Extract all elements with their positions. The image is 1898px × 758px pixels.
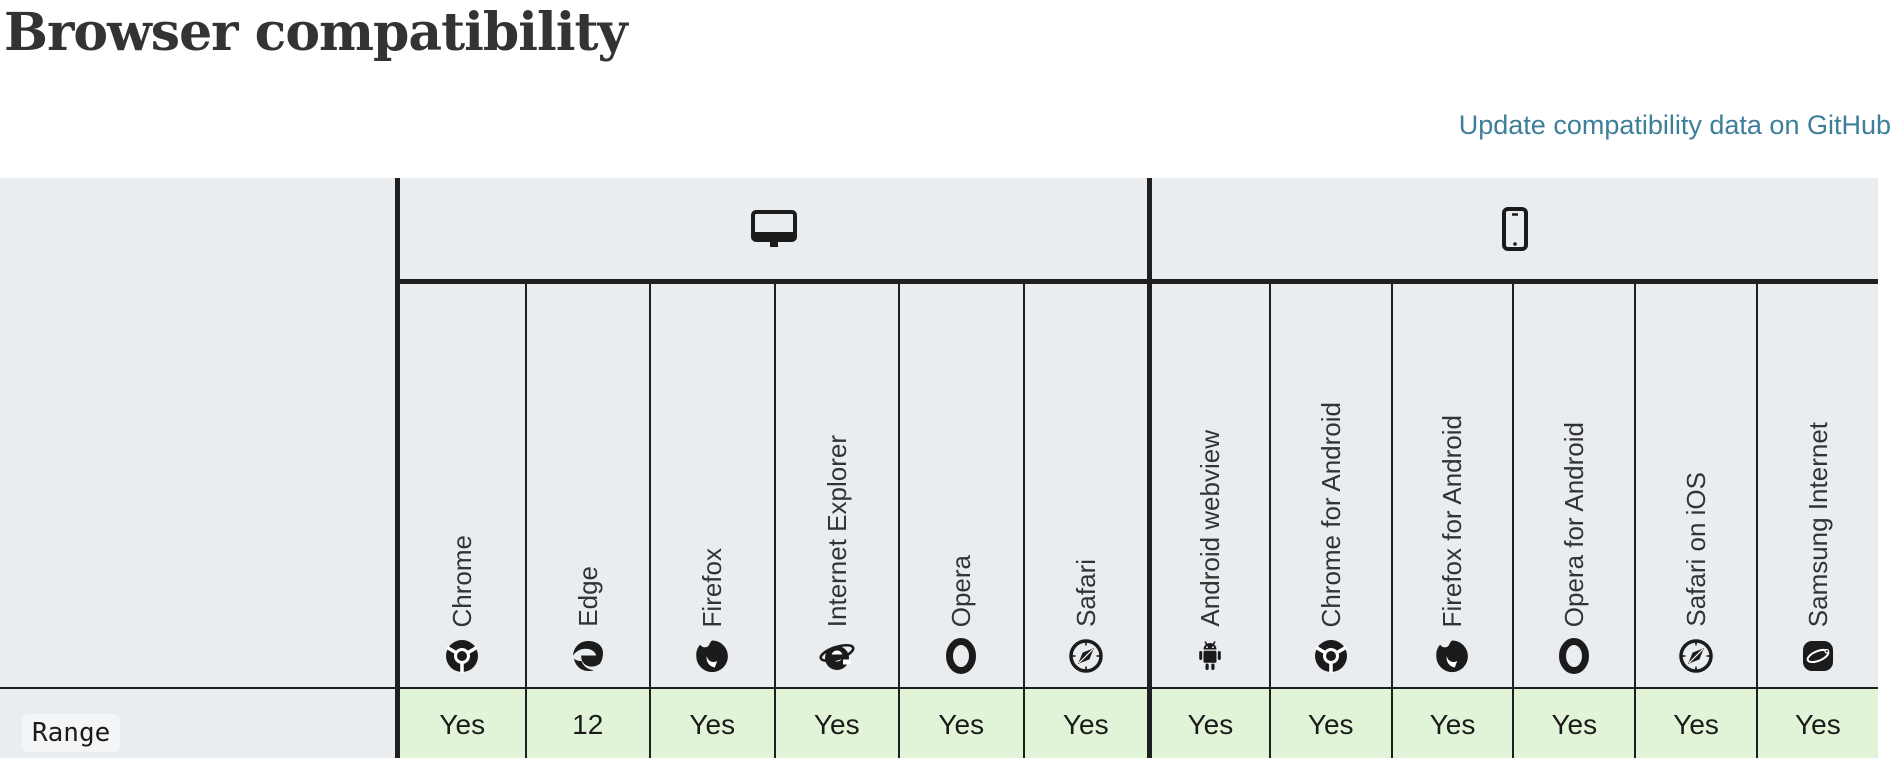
support-cell-firefox-for-android[interactable]: Yes bbox=[1390, 687, 1513, 758]
column-header-chrome-for-android: Chrome for Android bbox=[1268, 284, 1391, 687]
android-webview-icon bbox=[1192, 637, 1228, 675]
edge-icon bbox=[570, 637, 606, 675]
column-header-label: Android webview bbox=[1195, 430, 1226, 627]
column-header-label: Firefox for Android bbox=[1437, 414, 1468, 627]
column-header-label: Internet Explorer bbox=[821, 434, 852, 627]
row-header-range: Range bbox=[0, 687, 400, 758]
column-header-label: Opera for Android bbox=[1559, 421, 1590, 627]
support-cell-opera-for-android[interactable]: Yes bbox=[1512, 687, 1635, 758]
column-header-internet-explorer: Internet Explorer bbox=[773, 284, 898, 687]
internet-explorer-icon bbox=[818, 637, 856, 675]
update-compat-data-link[interactable]: Update compatibility data on GitHub bbox=[1458, 110, 1891, 140]
platform-header-mobile bbox=[1147, 178, 1878, 284]
column-header-opera: Opera bbox=[898, 284, 1023, 687]
desktop-icon bbox=[750, 209, 798, 249]
column-header-android-webview: Android webview bbox=[1147, 284, 1269, 687]
column-header-edge: Edge bbox=[524, 284, 649, 687]
feature-name: Range bbox=[22, 714, 121, 752]
column-header-label: Chrome for Android bbox=[1315, 401, 1346, 627]
column-header-label: Firefox bbox=[697, 547, 728, 627]
column-header-label: Safari on iOS bbox=[1681, 472, 1712, 627]
column-header-label: Opera bbox=[946, 554, 977, 627]
column-header-label: Safari bbox=[1070, 559, 1101, 627]
column-header-firefox-for-android: Firefox for Android bbox=[1390, 284, 1513, 687]
support-cell-firefox[interactable]: Yes bbox=[649, 687, 774, 758]
column-header-safari-on-ios: Safari on iOS bbox=[1634, 284, 1756, 687]
safari-icon bbox=[1068, 637, 1104, 675]
support-cell-opera[interactable]: Yes bbox=[898, 687, 1023, 758]
support-cell-edge[interactable]: 12 bbox=[524, 687, 649, 758]
opera-icon bbox=[943, 637, 979, 675]
chrome-icon bbox=[1313, 637, 1349, 675]
firefox-icon bbox=[694, 637, 730, 675]
page-title: Browser compatibility bbox=[4, 2, 628, 63]
column-header-firefox: Firefox bbox=[649, 284, 774, 687]
support-cell-samsung-internet[interactable]: Yes bbox=[1755, 687, 1878, 758]
column-header-label: Samsung Internet bbox=[1802, 421, 1833, 627]
support-cell-android-webview[interactable]: Yes bbox=[1147, 687, 1269, 758]
browser-compat-table: Chrome Edge Fi bbox=[0, 178, 1878, 758]
column-header-label: Chrome bbox=[447, 534, 478, 627]
support-cell-chrome-for-android[interactable]: Yes bbox=[1268, 687, 1391, 758]
column-header-chrome: Chrome bbox=[400, 284, 525, 687]
safari-icon bbox=[1678, 637, 1714, 675]
samsung-internet-icon bbox=[1800, 637, 1836, 675]
support-cell-safari[interactable]: Yes bbox=[1022, 687, 1147, 758]
firefox-icon bbox=[1434, 637, 1470, 675]
column-header-samsung-internet: Samsung Internet bbox=[1755, 284, 1878, 687]
chrome-icon bbox=[444, 637, 480, 675]
platform-header-desktop bbox=[400, 178, 1147, 284]
support-cell-chrome[interactable]: Yes bbox=[400, 687, 525, 758]
support-cell-internet-explorer[interactable]: Yes bbox=[773, 687, 898, 758]
column-header-safari: Safari bbox=[1022, 284, 1147, 687]
mobile-icon bbox=[1501, 206, 1529, 252]
opera-icon bbox=[1556, 637, 1592, 675]
column-header-label: Edge bbox=[572, 566, 603, 627]
column-header-opera-for-android: Opera for Android bbox=[1512, 284, 1635, 687]
corner-cell bbox=[0, 178, 400, 687]
support-cell-safari-on-ios[interactable]: Yes bbox=[1634, 687, 1756, 758]
